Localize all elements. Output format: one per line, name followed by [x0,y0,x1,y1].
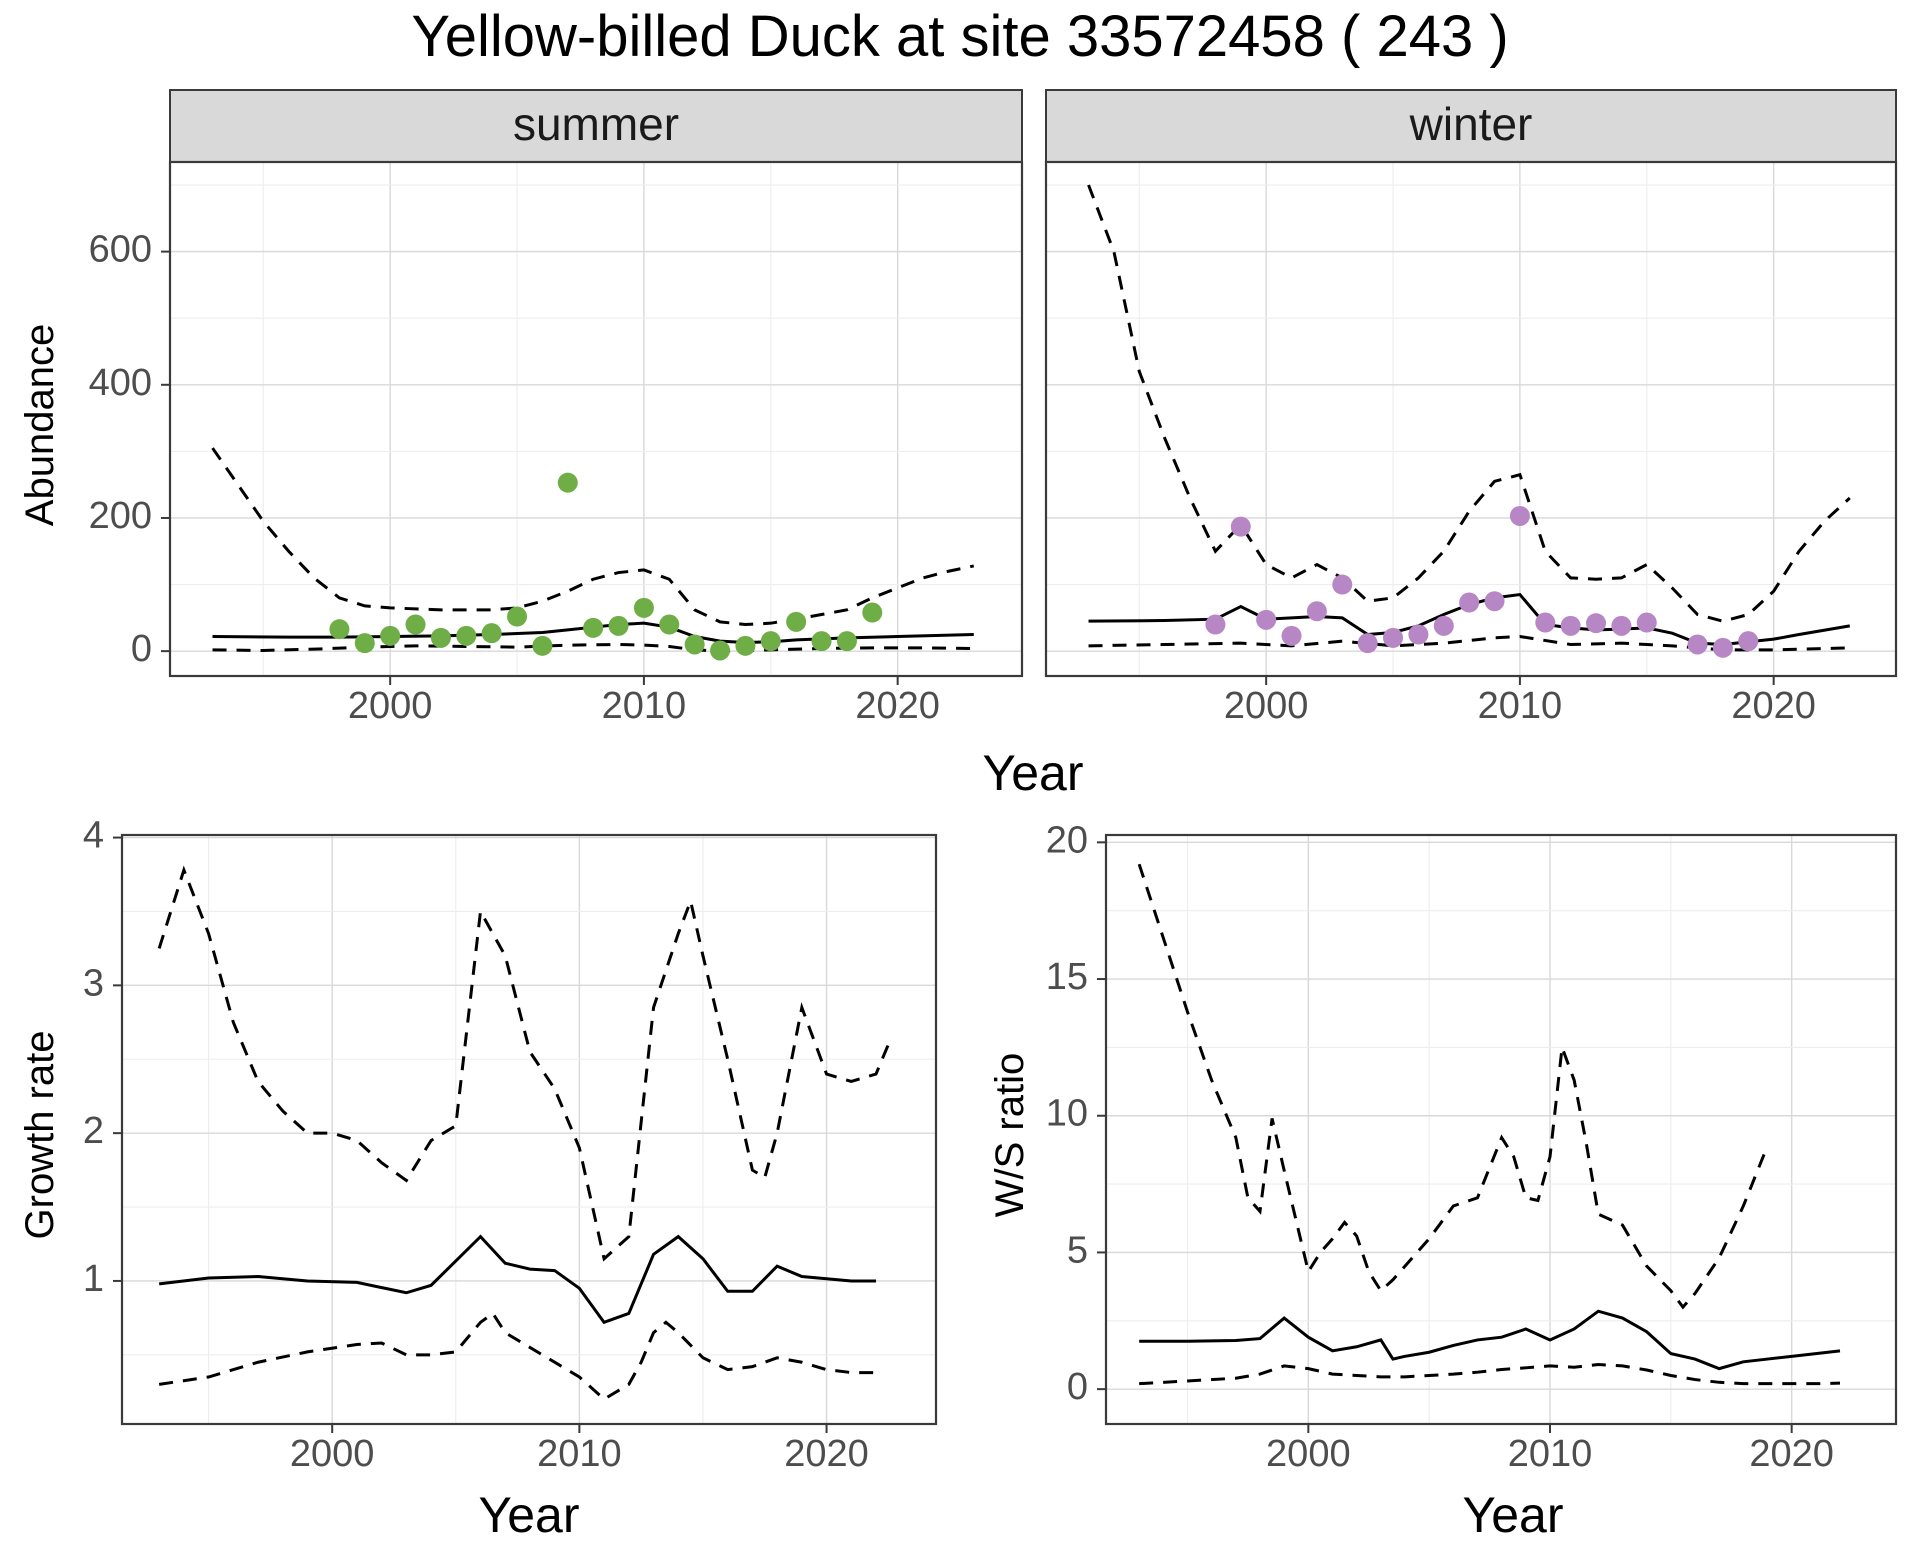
svg-text:2010: 2010 [1478,685,1563,727]
svg-text:2010: 2010 [602,685,687,727]
svg-text:0: 0 [131,628,152,670]
svg-text:2000: 2000 [1224,685,1309,727]
svg-text:winter: winter [1409,98,1533,150]
svg-text:2: 2 [83,1110,104,1152]
svg-text:200: 200 [89,495,152,537]
svg-text:2010: 2010 [1508,1433,1593,1475]
svg-text:2020: 2020 [855,685,940,727]
svg-text:0: 0 [1067,1366,1088,1408]
svg-text:600: 600 [89,229,152,271]
svg-text:summer: summer [513,98,679,150]
svg-text:2000: 2000 [1266,1433,1351,1475]
svg-text:4: 4 [83,815,104,857]
svg-text:2000: 2000 [290,1433,375,1475]
svg-text:2010: 2010 [537,1433,622,1475]
svg-text:2000: 2000 [348,685,433,727]
svg-text:10: 10 [1046,1093,1088,1135]
svg-text:1: 1 [83,1258,104,1300]
svg-text:5: 5 [1067,1229,1088,1271]
svg-text:2020: 2020 [1731,685,1816,727]
svg-text:2020: 2020 [784,1433,869,1475]
svg-text:400: 400 [89,362,152,404]
svg-text:15: 15 [1046,956,1088,998]
svg-text:2020: 2020 [1749,1433,1834,1475]
svg-text:3: 3 [83,962,104,1004]
svg-text:20: 20 [1046,819,1088,861]
